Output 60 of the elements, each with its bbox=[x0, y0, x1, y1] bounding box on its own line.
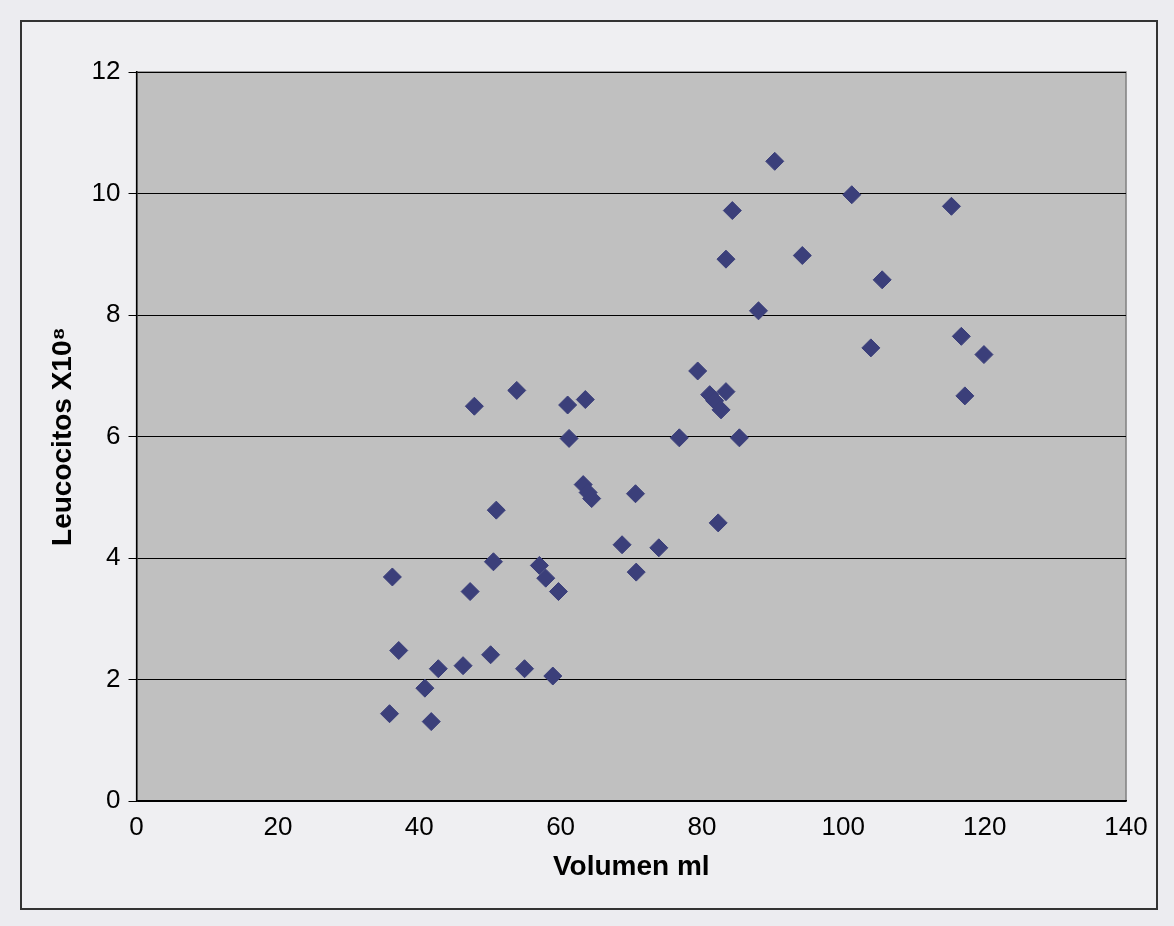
point bbox=[575, 390, 595, 410]
point bbox=[649, 538, 669, 558]
y-tick-label: 10 bbox=[91, 176, 121, 207]
point bbox=[543, 666, 563, 686]
x-tick-label: 100 bbox=[821, 810, 865, 841]
point bbox=[722, 201, 742, 221]
point bbox=[716, 382, 736, 402]
point bbox=[626, 484, 645, 504]
point bbox=[729, 428, 749, 448]
point bbox=[669, 428, 689, 448]
point bbox=[415, 678, 435, 698]
point bbox=[507, 380, 527, 400]
point bbox=[955, 386, 975, 406]
point bbox=[872, 270, 892, 290]
point bbox=[481, 645, 501, 665]
point bbox=[792, 246, 812, 266]
x-tick-label: 40 bbox=[404, 810, 434, 841]
y-tick-label: 2 bbox=[106, 662, 121, 693]
point bbox=[842, 185, 862, 205]
x-tick-label: 60 bbox=[546, 810, 576, 841]
point bbox=[486, 500, 506, 520]
x-tick-label: 20 bbox=[263, 810, 293, 841]
point bbox=[765, 151, 785, 171]
point bbox=[688, 361, 708, 381]
point bbox=[389, 641, 409, 660]
point bbox=[421, 712, 441, 732]
y-tick-label: 0 bbox=[106, 784, 121, 815]
x-tick-label: 140 bbox=[1104, 810, 1148, 841]
point bbox=[548, 582, 568, 602]
point bbox=[951, 326, 971, 346]
point bbox=[529, 555, 549, 575]
point bbox=[861, 338, 881, 358]
point bbox=[483, 552, 503, 572]
x-axis-title: Volumen ml bbox=[552, 849, 710, 881]
y-tick-label: 4 bbox=[106, 541, 121, 572]
y-tick-label: 12 bbox=[91, 55, 121, 86]
point bbox=[558, 395, 578, 415]
point bbox=[559, 428, 579, 448]
x-tick-label: 0 bbox=[129, 810, 144, 841]
point bbox=[941, 196, 961, 216]
x-tick-label: 120 bbox=[962, 810, 1007, 841]
point bbox=[380, 704, 400, 724]
point bbox=[453, 656, 473, 676]
point bbox=[626, 562, 646, 582]
point bbox=[515, 659, 535, 679]
y-axis-title: Leucocitos X10⁸ bbox=[45, 327, 77, 546]
point bbox=[974, 345, 994, 365]
point bbox=[536, 568, 556, 588]
point bbox=[716, 249, 736, 269]
point bbox=[382, 567, 402, 587]
point bbox=[428, 659, 448, 679]
point bbox=[460, 582, 480, 602]
x-tick-label: 80 bbox=[687, 810, 717, 841]
point bbox=[711, 400, 731, 420]
point bbox=[612, 535, 632, 555]
y-tick-label: 6 bbox=[106, 419, 121, 450]
point bbox=[748, 301, 768, 321]
point bbox=[708, 513, 728, 533]
y-tick-label: 8 bbox=[106, 298, 121, 329]
point bbox=[464, 396, 484, 416]
